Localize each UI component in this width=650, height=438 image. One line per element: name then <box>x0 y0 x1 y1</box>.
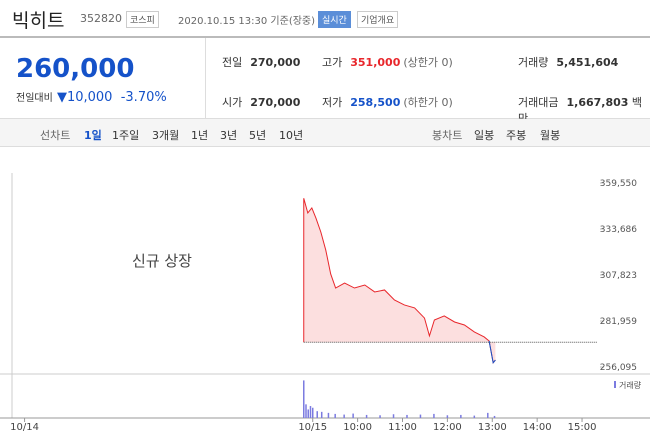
change-rate: -3.70% <box>120 90 167 105</box>
period-tabs: 선차트 봉차트 1일 1주일 3개월 1년 3년 5년 10년 일봉 주봉 월봉 <box>0 119 650 147</box>
x-tick-label: 12:00 <box>433 422 462 433</box>
stat-value: 1,667,803 <box>566 96 629 109</box>
x-tick-label: 10/15 <box>298 422 327 433</box>
volume-bar <box>493 415 496 418</box>
stat-label: 고가 <box>322 56 343 69</box>
tab[interactable]: 3년 <box>220 129 238 142</box>
volume-bar <box>487 412 489 418</box>
y-tick-label: 307,823 <box>600 271 637 281</box>
volume-bar <box>307 409 309 418</box>
stat: 전일 270,000 <box>222 54 300 70</box>
volume-bar <box>352 413 354 418</box>
tab-group-label: 선차트 <box>40 129 71 142</box>
header: 빅히트 352820 코스피 2020.10.15 13:30 기준(장중) 실… <box>0 0 650 38</box>
x-tick-label: 11:00 <box>388 422 417 433</box>
y-tick-label: 359,550 <box>600 179 637 189</box>
annotation: 신규 상장 <box>132 252 192 270</box>
stat: 거래대금 1,667,803 백만 <box>518 94 650 126</box>
chart: 359,550 333,686 307,823 281,959 256,095 10/14… <box>0 173 650 433</box>
stat-label: 전일 <box>222 56 243 69</box>
volume-bar <box>327 412 330 418</box>
volume-bar <box>320 411 323 418</box>
volume-bar <box>433 413 435 418</box>
stat-label: 거래량 <box>518 56 549 69</box>
stat-label: 시가 <box>222 96 243 109</box>
divider <box>205 38 206 118</box>
stat: 저가 258,500 (하한가 0) <box>322 94 453 110</box>
change-label: 전일대비 <box>16 93 53 104</box>
y-tick-label: 256,095 <box>600 363 637 373</box>
volume-bar <box>305 404 307 418</box>
x-tick-label: 10:00 <box>343 422 372 433</box>
realtime-button[interactable]: 실시간 <box>318 11 351 28</box>
tab[interactable]: 주봉 <box>506 129 527 142</box>
stat-label: 거래대금 <box>518 96 559 109</box>
stat-value: 270,000 <box>250 56 301 69</box>
price-line <box>303 198 496 364</box>
tab[interactable]: 1주일 <box>112 129 140 142</box>
volume-bar <box>309 406 312 418</box>
x-tick-label: 13:00 <box>478 422 507 433</box>
volume-bar <box>343 414 345 418</box>
current-price: 260,000 <box>16 54 135 84</box>
volume-bar <box>419 414 422 418</box>
timestamp: 2020.10.15 13:30 기준(장중) <box>178 16 316 27</box>
tab[interactable]: 10년 <box>279 129 304 142</box>
legend-label: 거래량 <box>619 380 642 390</box>
stat: 거래량 5,451,604 <box>518 54 618 70</box>
y-tick-label: 333,686 <box>600 225 637 235</box>
y-tick-label: 281,959 <box>600 317 637 327</box>
tab[interactable]: 일봉 <box>474 129 495 142</box>
x-tick-label: 15:00 <box>568 422 597 433</box>
change: 전일대비 ▼10,000 -3.70% <box>16 90 167 105</box>
volume-bar <box>473 415 476 418</box>
x-tick-label: 10/14 <box>10 422 39 433</box>
tab[interactable]: 월봉 <box>540 129 561 142</box>
change-amount: 10,000 <box>66 90 113 105</box>
stock-code: 352820 <box>80 12 122 25</box>
legend-swatch <box>614 381 616 388</box>
tab[interactable]: 3개월 <box>152 129 180 142</box>
stat: 시가 270,000 <box>222 94 300 110</box>
stat: 고가 351,000 (상한가 0) <box>322 54 453 70</box>
stat-unit: 백만 <box>518 96 643 125</box>
stat-value: 270,000 <box>250 96 301 109</box>
stat-value: 351,000 <box>350 56 401 69</box>
stat-value: 258,500 <box>350 96 401 109</box>
tab[interactable]: 1년 <box>191 129 209 142</box>
stock-name: 빅히트 <box>12 10 65 32</box>
volume-bar <box>334 413 336 418</box>
volume-bar <box>392 414 395 418</box>
stat-note: (하한가 0) <box>403 96 453 109</box>
tab[interactable]: 5년 <box>249 129 267 142</box>
volume-bar <box>311 407 314 418</box>
volume-bar <box>303 380 305 418</box>
x-tick-label: 14:00 <box>523 422 552 433</box>
stat-value: 5,451,604 <box>556 56 619 69</box>
quote-panel: 260,000 전일대비 ▼10,000 -3.70% 전일 270,000 고가… <box>0 38 650 125</box>
price-line-below <box>488 340 496 364</box>
area-fill <box>303 198 496 363</box>
volume-bar <box>316 411 318 418</box>
stat-note: (상한가 0) <box>403 56 453 69</box>
volume-bar <box>365 414 368 418</box>
tab-group-label: 봉차트 <box>432 129 463 142</box>
volume-bar <box>460 414 462 418</box>
volume-bar <box>446 415 449 418</box>
tab[interactable]: 1일 <box>84 129 102 142</box>
volume-bar <box>379 415 381 418</box>
company-info-button[interactable]: 기업개요 <box>357 11 399 28</box>
stat-label: 저가 <box>322 96 343 109</box>
market-badge: 코스피 <box>126 11 159 28</box>
volume-bar <box>406 414 408 418</box>
